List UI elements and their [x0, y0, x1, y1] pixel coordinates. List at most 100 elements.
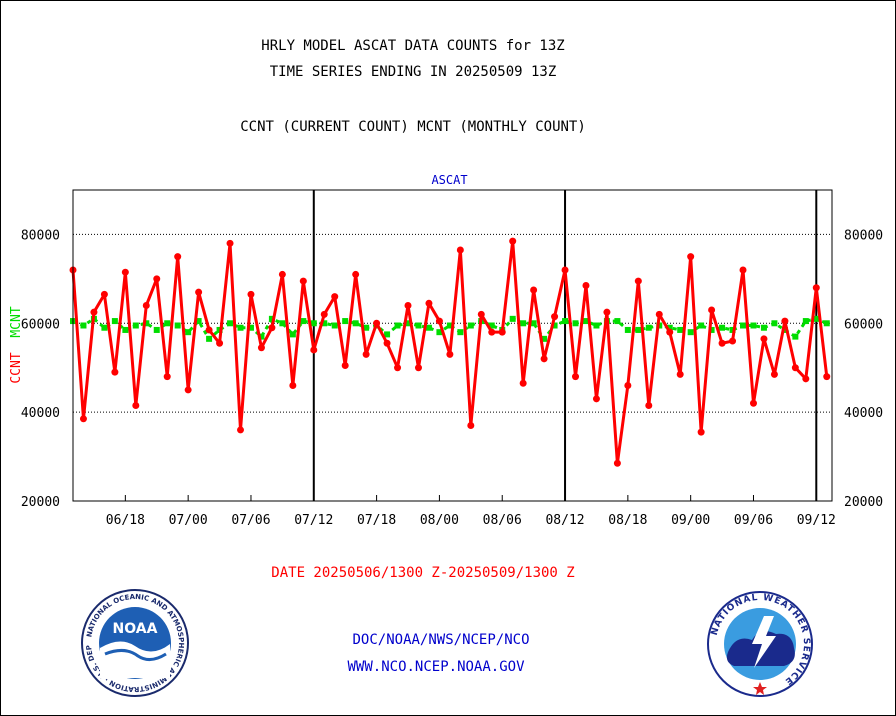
x-tick-label: 09/12 [797, 513, 836, 528]
noaa-logo: NATIONAL OCEANIC AND ATMOSPHERIC ADMINIS… [80, 588, 189, 697]
y-tick-label-right: 80000 [844, 228, 883, 243]
mcnt-point [624, 326, 631, 333]
mcnt-point [143, 320, 150, 327]
ccnt-point [488, 328, 496, 336]
y-tick-label-left: 20000 [21, 495, 60, 510]
ccnt-point [414, 364, 422, 372]
y-axis-label-mcnt: MCNT [9, 306, 24, 337]
ccnt-point [383, 339, 391, 347]
mcnt-point [363, 324, 370, 331]
ccnt-point [540, 355, 548, 363]
mcnt-point [781, 326, 788, 333]
mcnt-point [237, 324, 244, 331]
ccnt-point [132, 401, 140, 409]
x-tick-label: 07/06 [231, 513, 270, 528]
y-tick-label-left: 40000 [21, 406, 60, 421]
mcnt-point [446, 322, 453, 329]
ccnt-point [90, 308, 98, 316]
ccnt-point [79, 415, 87, 423]
title-line-1: HRLY MODEL ASCAT DATA COUNTS for 13Z [261, 38, 565, 54]
mcnt-point [331, 322, 338, 329]
y-tick-label-left: 80000 [21, 228, 60, 243]
ccnt-point [341, 361, 349, 369]
ccnt-point [216, 339, 224, 347]
plot-frame [72, 189, 833, 502]
mcnt-point [101, 324, 108, 331]
nco-website-link[interactable]: WWW.NCO.NCEP.NOAA.GOV [347, 659, 525, 675]
x-tick-label: 08/18 [608, 513, 647, 528]
ccnt-point [174, 253, 182, 261]
ccnt-point [676, 370, 684, 378]
mcnt-point [760, 324, 767, 331]
mcnt-point [687, 329, 694, 336]
y-axis-label-ccnt: CCNT [9, 352, 24, 383]
ccnt-point [435, 317, 443, 325]
mcnt-point [436, 329, 443, 336]
ccnt-point [121, 268, 129, 276]
ccnt-point [624, 381, 632, 389]
ccnt-point [739, 266, 747, 274]
mcnt-point [289, 331, 296, 338]
mcnt-point [405, 320, 412, 327]
x-tick-label: 09/06 [734, 513, 773, 528]
ccnt-point [257, 344, 265, 352]
ccnt-point [561, 266, 569, 274]
mcnt-point [645, 324, 652, 331]
mcnt-point [195, 318, 202, 325]
mcnt-point [352, 320, 359, 327]
ccnt-point [823, 373, 831, 381]
mcnt-point [227, 320, 234, 327]
mcnt-point [677, 326, 684, 333]
x-tick-label: 08/00 [420, 513, 459, 528]
ccnt-point [498, 328, 506, 336]
ccnt-point [142, 302, 150, 310]
x-tick-label: 07/00 [169, 513, 208, 528]
mcnt-point [300, 318, 307, 325]
ccnt-point [530, 286, 538, 294]
x-tick-label: 08/12 [545, 513, 584, 528]
mcnt-point [698, 322, 705, 329]
mcnt-point [541, 335, 548, 342]
mcnt-point [750, 322, 757, 329]
chart-subtitle: CCNT (CURRENT COUNT) MCNT (MONTHLY COUNT… [240, 119, 586, 135]
mcnt-point [425, 324, 432, 331]
ccnt-point [666, 328, 674, 336]
ccnt-point [247, 290, 255, 298]
ccnt-point [320, 310, 328, 318]
ccnt-point [770, 370, 778, 378]
ccnt-point [509, 237, 517, 245]
mcnt-point [729, 326, 736, 333]
mcnt-point [520, 320, 527, 327]
x-tick-label: 06/18 [106, 513, 145, 528]
doc-noaa-link[interactable]: DOC/NOAA/NWS/NCEP/NCO [352, 632, 530, 648]
ccnt-point [226, 239, 234, 247]
y-tick-label-right: 40000 [844, 406, 883, 421]
mcnt-point [614, 318, 621, 325]
mcnt-point [509, 315, 516, 322]
mcnt-point [593, 322, 600, 329]
ccnt-point [237, 426, 245, 434]
ccnt-point [394, 364, 402, 372]
ccnt-point [331, 293, 339, 301]
ascat-time-series-chart: 20000 20000 40000 40000 60000 60000 80000 80000… [9, 173, 883, 528]
ccnt-point [802, 375, 810, 383]
noaa-logo-text: NOAA [113, 621, 158, 637]
ccnt-point [592, 395, 600, 403]
ccnt-point [425, 299, 433, 307]
ccnt-point [613, 459, 621, 467]
y-tick-label-right: 60000 [844, 317, 883, 332]
ccnt-point [100, 290, 108, 298]
mcnt-point [813, 315, 820, 322]
ccnt-point [519, 379, 527, 387]
ccnt-point [163, 373, 171, 381]
ccnt-point [404, 302, 412, 310]
ccnt-point [184, 386, 192, 394]
mcnt-point [258, 333, 265, 340]
ccnt-point [352, 270, 360, 278]
title-line-2: TIME SERIES ENDING IN 20250509 13Z [269, 64, 557, 80]
ccnt-point [697, 428, 705, 436]
mcnt-point [384, 331, 391, 338]
ccnt-point [299, 277, 307, 285]
x-tick-label: 08/06 [483, 513, 522, 528]
mcnt-point [122, 326, 129, 333]
